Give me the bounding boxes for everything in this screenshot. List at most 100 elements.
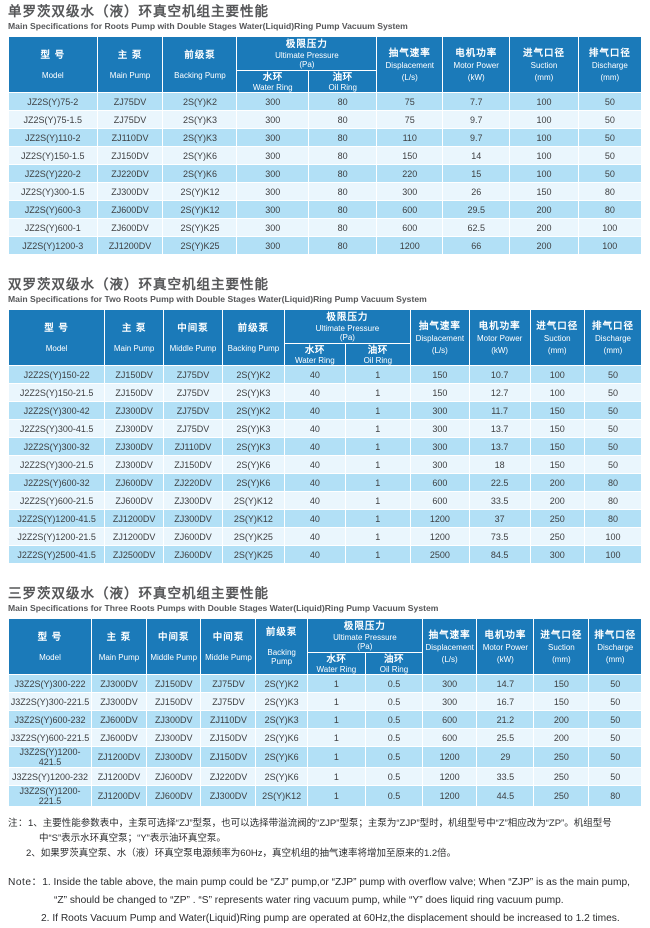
- column-header: 水环 Water Ring: [306, 652, 366, 675]
- header-label: Oil Ring: [363, 355, 393, 365]
- table-cell: 21.2: [476, 710, 535, 729]
- table-cell: 40: [283, 491, 346, 510]
- table-cell: 150: [529, 419, 585, 438]
- header-label: 型 号: [44, 322, 69, 334]
- header-label: 主 泵: [117, 49, 143, 61]
- table-cell: ZJ1200DV: [90, 785, 147, 807]
- header-label: Model: [45, 343, 68, 353]
- table-row: JZ2S(Y)75-1.5 ZJ75DV 2S(Y)K3 300 80 75 9.7 100 5…: [8, 110, 643, 129]
- header-label: 电机功率: [455, 47, 498, 59]
- table-row: J3Z2S(Y)1200-221.5 ZJ1200DV ZJ600DV ZJ300DV…: [8, 785, 642, 807]
- table-cell: 50: [588, 674, 642, 693]
- header-label: 进气口径: [540, 629, 583, 641]
- table-cell: 110: [376, 128, 444, 147]
- table-cell: 40: [283, 527, 346, 546]
- table-cell: 300: [236, 200, 309, 219]
- table-cell: 80: [577, 182, 643, 201]
- table-cell: 50: [577, 164, 643, 183]
- header-label: 油环: [367, 344, 388, 356]
- spec-table-container: 型 号 Model 主 泵 Main Pump 中间泵 Middle Pump 前级泵 Bac…: [7, 309, 643, 564]
- table-cell: 2S(Y)K6: [162, 146, 238, 165]
- table-cell: 220: [376, 164, 444, 183]
- header-label: 排气口径: [594, 629, 637, 641]
- table-cell: 100: [509, 128, 579, 147]
- header-label: (L/s): [431, 345, 448, 355]
- table-cell: 40: [283, 365, 346, 384]
- table-cell: 1: [344, 473, 411, 492]
- table-cell: J2Z2S(Y)150-21.5: [7, 383, 106, 402]
- header-label: (mm): [534, 72, 554, 82]
- table-cell: 10.7: [468, 365, 531, 384]
- header-label: Motor Power: [476, 333, 523, 343]
- table-cell: ZJ300DV: [104, 419, 165, 438]
- column-header: 极限压力 Ultimate Pressure (Pa): [306, 618, 423, 653]
- header-label: 极限压力: [326, 311, 369, 323]
- header-label: 主 泵: [106, 631, 132, 643]
- table-row: JZ2S(Y)150-1.5 ZJ150DV 2S(Y)K6 300 80 150 14 10…: [8, 146, 643, 165]
- table-cell: 1: [344, 491, 411, 510]
- table-cell: 250: [529, 509, 585, 528]
- table-cell: ZJ300DV: [145, 728, 202, 747]
- section-two-roots: 双罗茨双级水（液）环真空机组主要性能 Main Specifications f…: [7, 277, 643, 564]
- table-cell: 150: [409, 365, 470, 384]
- table-cell: 50: [588, 767, 642, 786]
- header-label: Backing Pump: [174, 70, 226, 80]
- table-cell: 1200: [421, 785, 478, 807]
- table-cell: 2S(Y)K12: [221, 491, 285, 510]
- table-cell: 40: [283, 473, 346, 492]
- table-cell: ZJ150DV: [200, 728, 257, 747]
- table-cell: 100: [529, 383, 585, 402]
- header-label: 中间泵: [157, 631, 190, 643]
- header-label: Backing Pump: [227, 343, 280, 353]
- table-cell: 250: [533, 785, 590, 807]
- table-cell: 9.7: [442, 128, 511, 147]
- table-cell: 300: [409, 437, 470, 456]
- table-cell: 0.5: [364, 674, 423, 693]
- column-header: 主 泵 Main Pump: [104, 309, 165, 366]
- table-cell: 29: [476, 746, 535, 768]
- table-cell: 2500: [409, 545, 470, 564]
- table-cell: 2S(Y)K3: [162, 110, 238, 129]
- table-cell: 16.7: [476, 692, 535, 711]
- table-cell: 50: [577, 110, 643, 129]
- table-cell: ZJ1200DV: [104, 527, 165, 546]
- table-cell: ZJ150DV: [145, 692, 202, 711]
- table-cell: ZJ110DV: [200, 710, 257, 729]
- table-cell: 250: [533, 746, 590, 768]
- table-cell: 100: [509, 92, 579, 111]
- table-cell: 100: [509, 110, 579, 129]
- table-cell: 1: [344, 437, 411, 456]
- table-cell: 250: [533, 767, 590, 786]
- table-cell: 0.5: [364, 785, 423, 807]
- column-header: 前级泵 Backing Pump: [255, 618, 308, 675]
- header-label: 中间泵: [212, 631, 245, 643]
- column-header: 排气口径 Discharge (mm): [577, 36, 643, 93]
- header-label: 型 号: [40, 49, 66, 61]
- table-cell: ZJ300DV: [145, 746, 202, 768]
- table-cell: ZJ220DV: [200, 767, 257, 786]
- section-title-zh: 三罗茨双级水（液）环真空机组主要性能: [8, 586, 269, 601]
- table-cell: 7.7: [442, 92, 511, 111]
- table-cell: 50: [577, 128, 643, 147]
- note-item: 2、如果罗茨真空泵、水（液）环真空泵电源频率为60Hz，真空机组的抽气速率将增加…: [26, 848, 457, 859]
- table-row: J3Z2S(Y)300-221.5 ZJ300DV ZJ150DV ZJ75DV 2S(…: [8, 692, 642, 711]
- table-cell: ZJ600DV: [90, 710, 147, 729]
- table-cell: 1200: [409, 527, 470, 546]
- table-cell: 300: [236, 110, 309, 129]
- table-cell: 300: [409, 419, 470, 438]
- header-label: Discharge: [597, 642, 634, 652]
- table-cell: ZJ300DV: [104, 401, 165, 420]
- table-cell: 2S(Y)K12: [162, 200, 238, 219]
- table-cell: 80: [307, 218, 378, 237]
- table-cell: 2S(Y)K6: [221, 455, 285, 474]
- table-cell: J3Z2S(Y)600-221.5: [8, 728, 92, 747]
- table-cell: 1200: [376, 236, 444, 255]
- table-cell: 200: [533, 710, 590, 729]
- table-cell: J3Z2S(Y)1200-232: [8, 767, 92, 786]
- table-cell: ZJ300DV: [90, 674, 147, 693]
- table-cell: 14.7: [476, 674, 535, 693]
- table-cell: 9.7: [442, 110, 511, 129]
- table-cell: J2Z2S(Y)300-42: [7, 401, 106, 420]
- table-row: J3Z2S(Y)600-232 ZJ600DV ZJ300DV ZJ110DV 2S(Y…: [8, 710, 642, 729]
